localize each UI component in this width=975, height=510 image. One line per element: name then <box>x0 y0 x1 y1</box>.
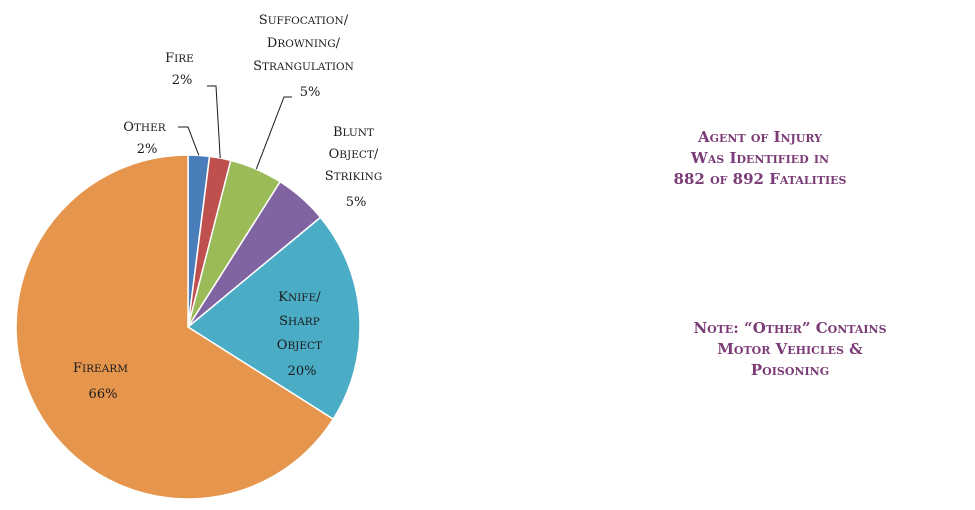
label-suffocation-name-1: SUFFOCATION/ <box>259 13 349 28</box>
other-note-line-1: Note: “Other” Contains <box>693 319 887 337</box>
pie-slices <box>15 154 361 500</box>
leader-line-0 <box>178 126 200 156</box>
agent-of-injury-note: Agent of Injury Was Identified in 882 of… <box>600 127 920 190</box>
label-other-name: OTHER <box>123 120 166 135</box>
label-suffocation-pct: 5% <box>300 85 321 100</box>
pie-slice-firearm <box>15 154 335 500</box>
label-blunt: BLUNT OBJECT/ STRIKING 5% <box>325 121 388 210</box>
label-firearm-name: FIREARM <box>73 361 128 376</box>
label-knife-pct: 20% <box>288 364 317 379</box>
label-firearm: FIREARM 66% <box>73 357 133 402</box>
other-contains-note: Note: “Other” Contains Motor Vehicles & … <box>610 318 970 381</box>
leader-lines <box>178 85 292 170</box>
leader-line-2 <box>255 96 292 170</box>
other-note-line-3: Poisoning <box>750 361 830 379</box>
agent-note-line-1: Agent of Injury <box>697 128 823 146</box>
label-suffocation-name-2: DROWNING/ <box>267 36 341 51</box>
label-suffocation-name-3: STRANGULATION <box>253 59 354 74</box>
label-fire: FIRE 2% <box>165 47 199 88</box>
agent-note-line-2: Was Identified in <box>690 149 830 167</box>
label-other: OTHER 2% <box>123 116 171 157</box>
label-blunt-name-2: OBJECT/ <box>329 147 379 162</box>
leader-line-1 <box>207 85 221 159</box>
label-fire-name: FIRE <box>165 51 194 66</box>
pie-slice-knife-sharp-object <box>186 216 361 421</box>
label-knife-name-1: KNIFE/ <box>278 290 321 305</box>
agent-note-line-3: 882 of 892 Fatalities <box>673 170 847 188</box>
label-fire-pct: 2% <box>172 73 193 88</box>
label-knife-name-2: SHARP <box>279 314 320 329</box>
label-blunt-name-3: STRIKING <box>325 169 383 184</box>
label-knife: KNIFE/ SHARP OBJECT 20% <box>277 286 327 379</box>
label-blunt-pct: 5% <box>346 195 367 210</box>
other-note-line-2: Motor Vehicles & <box>717 340 863 358</box>
label-suffocation: SUFFOCATION/ DROWNING/ STRANGULATION 5% <box>253 9 359 100</box>
label-blunt-name-1: BLUNT <box>333 125 374 140</box>
label-knife-name-3: OBJECT <box>277 338 322 353</box>
label-firearm-pct: 66% <box>89 387 118 402</box>
label-other-pct: 2% <box>137 142 158 157</box>
